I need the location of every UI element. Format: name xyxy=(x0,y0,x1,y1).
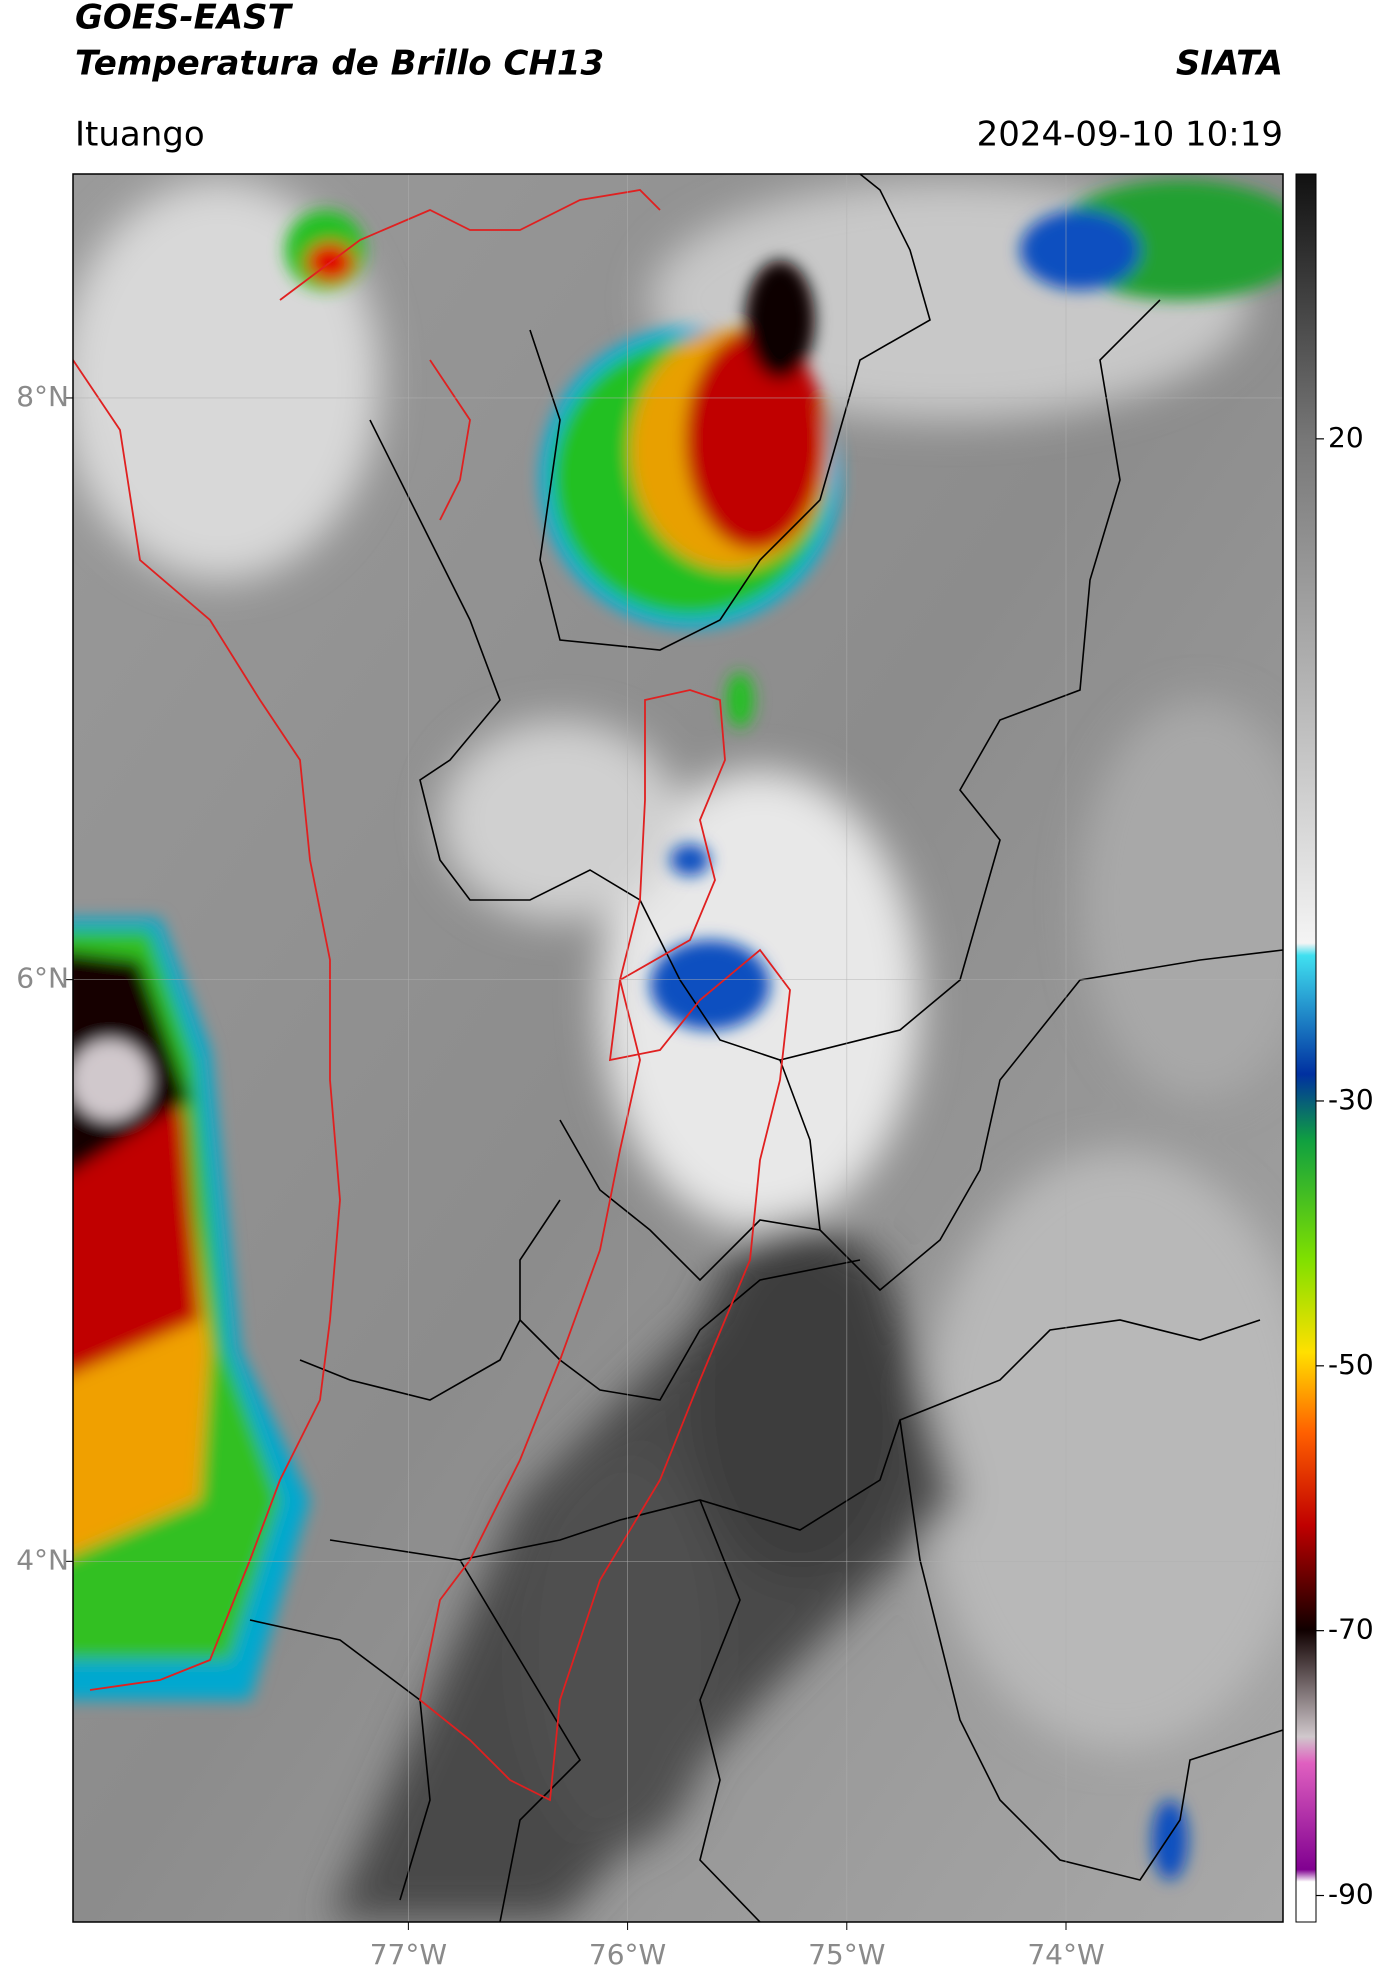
x-tick-label: 77°W xyxy=(370,1938,447,1971)
brand: SIATA xyxy=(1176,44,1283,84)
region-boundary xyxy=(73,189,791,1802)
subtitle: Temperatura de Brillo CH13 xyxy=(75,44,604,84)
grid xyxy=(65,174,1283,1930)
x-tick-label: 75°W xyxy=(808,1938,885,1971)
title: GOES-EAST xyxy=(75,0,294,38)
datetime: 2024-09-10 10:19 xyxy=(977,115,1283,155)
satellite-image xyxy=(73,174,1283,1922)
y-tick-label: 4°N xyxy=(16,1543,69,1576)
colorbar-label: -90 xyxy=(1328,1878,1374,1911)
colorbar-label: -30 xyxy=(1328,1083,1374,1116)
colorbar-label: 20 xyxy=(1328,421,1364,454)
colorbar-label: -70 xyxy=(1328,1613,1374,1646)
x-tick-label: 74°W xyxy=(1027,1938,1104,1971)
x-tick-label: 76°W xyxy=(589,1938,666,1971)
map-frame xyxy=(72,173,1284,1923)
y-tick-label: 6°N xyxy=(16,962,69,995)
colorbar-label: -50 xyxy=(1328,1348,1374,1381)
colorbar xyxy=(1295,173,1317,1923)
y-tick-label: 8°N xyxy=(16,380,69,413)
location: Ituango xyxy=(75,115,205,155)
